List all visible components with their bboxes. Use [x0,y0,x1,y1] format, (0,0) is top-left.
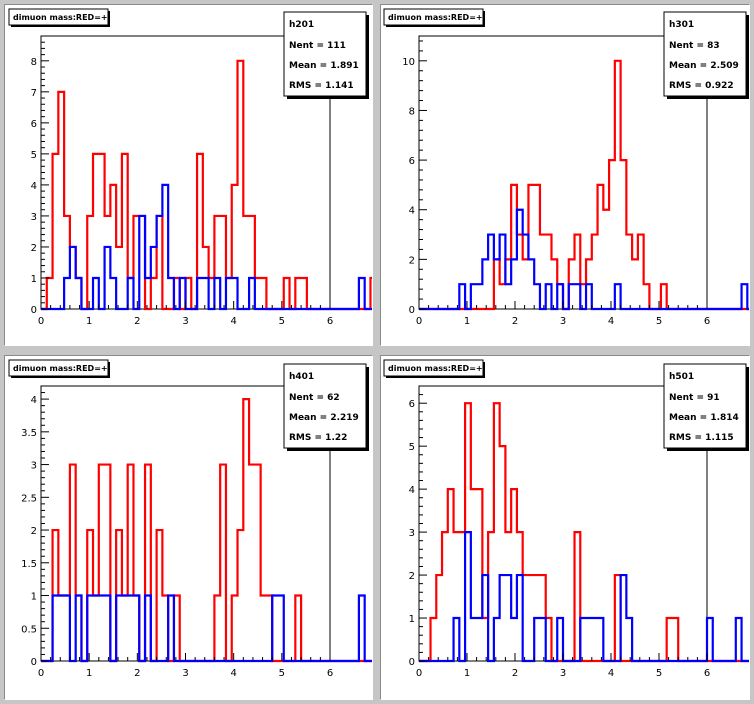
x-tick-label: 4 [608,316,614,327]
stats-rms: RMS = 1.141 [289,81,354,91]
x-tick-label: 0 [416,316,422,327]
x-tick-label: 2 [512,316,518,327]
x-tick-label: 3 [560,668,566,679]
stats-mean: Mean = 1.891 [289,61,359,71]
y-tick-label: 8 [31,57,37,68]
y-tick-label: 3.5 [21,428,37,439]
y-tick-label: 1.5 [21,559,37,570]
x-tick-label: 2 [134,668,140,679]
x-tick-label: 2 [134,316,140,327]
x-tick-label: 4 [608,668,614,679]
y-tick-label: 6 [409,399,415,410]
y-tick-label: 0 [31,305,37,316]
y-tick-label: 4 [31,181,37,192]
blue-histogram-line [419,208,750,311]
stats-entries: Nent = 91 [669,393,720,403]
stats-rms: RMS = 1.22 [289,433,347,443]
y-tick-label: 1 [31,274,37,285]
histogram-pad-h501: 0 1 2 3 4 5 6 0 1 2 3 4 5 6 dimuon mass:RED=+ h501 Nent … [380,355,750,700]
y-tick-label: 4 [409,206,415,217]
x-tick-label: 1 [86,668,92,679]
x-tick-label: 4 [230,316,236,327]
y-tick-label: 5 [31,150,37,161]
stats-histogram-name: h401 [289,372,314,382]
x-tick-label: 6 [327,316,333,327]
stats-histogram-name: h501 [669,372,694,382]
y-tick-label: 0 [409,305,415,316]
x-tick-label: 0 [38,668,44,679]
y-tick-label: 3 [31,461,37,472]
x-tick-label: 2 [512,668,518,679]
y-tick-label: 0 [409,657,415,668]
y-tick-label: 2 [409,255,415,266]
y-tick-label: 4 [409,485,415,496]
x-tick-label: 3 [182,316,188,327]
histogram-title-box: dimuon mass:RED=+ [8,359,110,378]
x-tick-label: 0 [416,668,422,679]
stats-entries: Nent = 111 [289,41,346,51]
y-tick-label: 8 [409,106,415,117]
histogram-pad-h401: 0 1 2 3 4 5 6 0 0.5 1 1.5 2 2.5 3 3.5 4 dimuon mass:RED=… [4,355,373,700]
x-tick-label: 1 [464,316,470,327]
y-tick-label: 2 [31,526,37,537]
blue-histogram-line [419,530,750,663]
x-tick-label: 3 [560,316,566,327]
blue-histogram-line [41,594,373,663]
histogram-title-box: dimuon mass:RED=+ [8,8,110,27]
histogram-title-box: dimuon mass:RED=+ [383,8,485,27]
x-tick-label: 6 [704,668,710,679]
x-tick-label: 5 [656,668,662,679]
x-tick-label: 3 [182,668,188,679]
histogram-h401: 0 1 2 3 4 5 6 0 0.5 1 1.5 2 2.5 3 3.5 4 dimuon mass:RED=… [8,359,373,679]
histogram-title-box: dimuon mass:RED=+ [383,359,485,378]
x-tick-label: 5 [656,316,662,327]
x-tick-label: 4 [230,668,236,679]
histogram-pad-h201: 0 1 2 3 4 5 6 0 1 2 3 4 5 6 7 8 dimuon mass:RED=+ h201 Nen… [4,4,373,346]
y-tick-label: 0 [31,657,37,668]
y-tick-label: 6 [409,156,415,167]
histogram-title: dimuon mass:RED=+ [388,13,483,22]
y-tick-label: 2 [409,571,415,582]
stats-mean: Mean = 2.219 [289,413,359,423]
x-tick-label: 5 [279,668,285,679]
x-tick-label: 6 [327,668,333,679]
histogram-h301: 0 1 2 3 4 5 6 0 2 4 6 8 10 dimuon mass:RED=+ h301 Nent … [383,8,750,327]
y-tick-label: 4 [31,395,37,406]
histogram-h501: 0 1 2 3 4 5 6 0 1 2 3 4 5 6 dimuon mass:RED=+ h501 Nent … [383,359,750,679]
stats-histogram-name: h201 [289,20,314,30]
y-tick-label: 0.5 [21,624,37,635]
stats-mean: Mean = 2.509 [669,61,739,71]
x-tick-label: 1 [464,668,470,679]
x-tick-label: 1 [86,316,92,327]
y-tick-label: 3 [31,212,37,223]
y-tick-label: 2 [31,243,37,254]
x-tick-label: 6 [704,316,710,327]
y-tick-label: 1 [31,592,37,603]
stats-entries: Nent = 83 [669,41,720,51]
y-tick-label: 6 [31,119,37,130]
stats-entries: Nent = 62 [289,393,340,403]
x-tick-label: 0 [38,316,44,327]
histogram-title: dimuon mass:RED=+ [13,364,108,373]
y-tick-label: 5 [409,442,415,453]
stats-box: h501 Nent = 91 Mean = 1.814 RMS = 1.115 [663,363,749,451]
histogram-title: dimuon mass:RED=+ [13,13,108,22]
stats-mean: Mean = 1.814 [669,413,739,423]
stats-histogram-name: h301 [669,20,694,30]
x-tick-label: 5 [279,316,285,327]
stats-box: h301 Nent = 83 Mean = 2.509 RMS = 0.922 [663,11,749,99]
stats-rms: RMS = 0.922 [669,81,734,91]
stats-box: h401 Nent = 62 Mean = 2.219 RMS = 1.22 [283,363,369,451]
stats-box: h201 Nent = 111 Mean = 1.891 RMS = 1.141 [283,11,369,99]
stats-rms: RMS = 1.115 [669,433,734,443]
y-tick-label: 10 [402,57,415,68]
y-tick-label: 2.5 [21,493,37,504]
histogram-title: dimuon mass:RED=+ [388,364,483,373]
y-tick-label: 1 [409,614,415,625]
y-tick-label: 7 [31,88,37,99]
histogram-pad-h301: 0 1 2 3 4 5 6 0 2 4 6 8 10 dimuon mass:RED=+ h301 Nent … [380,4,750,346]
y-tick-label: 3 [409,528,415,539]
histogram-h201: 0 1 2 3 4 5 6 0 1 2 3 4 5 6 7 8 dimuon mass:RED=+ h201 Nen… [8,8,373,327]
